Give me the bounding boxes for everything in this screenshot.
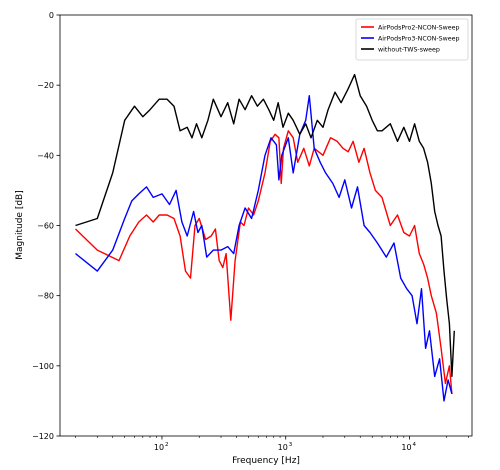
x-tick-label-exponent: 3 xyxy=(289,442,293,448)
legend: AirPodsPro2-NCON-Sweep AirPodsPro3-NCON-S… xyxy=(355,18,469,61)
x-tick-label-exponent: 2 xyxy=(165,442,169,448)
legend-label-2: without-TWS-sweep xyxy=(378,47,440,54)
y-tick-label: −120 xyxy=(32,432,54,441)
series-line-2 xyxy=(75,73,455,378)
plot-area-frame xyxy=(59,14,473,437)
series-line-1 xyxy=(75,94,453,402)
y-tick-label: −100 xyxy=(32,362,54,371)
legend-label-1: AirPodsPro3-NCON-Sweep xyxy=(378,36,460,43)
series-layer xyxy=(75,73,455,402)
y-axis-label: Magnitude [dB] xyxy=(15,190,25,259)
y-tick-label: 0 xyxy=(49,11,54,20)
y-tick-label: −80 xyxy=(37,292,54,301)
x-tick-label-exponent: 4 xyxy=(412,442,416,448)
x-tick-label: 10 xyxy=(401,443,411,452)
y-tick-label: −40 xyxy=(37,151,54,160)
y-tick-label: −60 xyxy=(37,222,54,231)
legend-label-0: AirPodsPro2-NCON-Sweep xyxy=(378,25,460,32)
y-tick-label: −20 xyxy=(37,81,54,90)
x-tick-label: 10 xyxy=(278,443,288,452)
series-line-0 xyxy=(75,130,453,394)
x-axis-label: Frequency [Hz] xyxy=(232,456,300,466)
legend-box xyxy=(355,18,469,61)
x-tick-label: 10 xyxy=(154,443,164,452)
